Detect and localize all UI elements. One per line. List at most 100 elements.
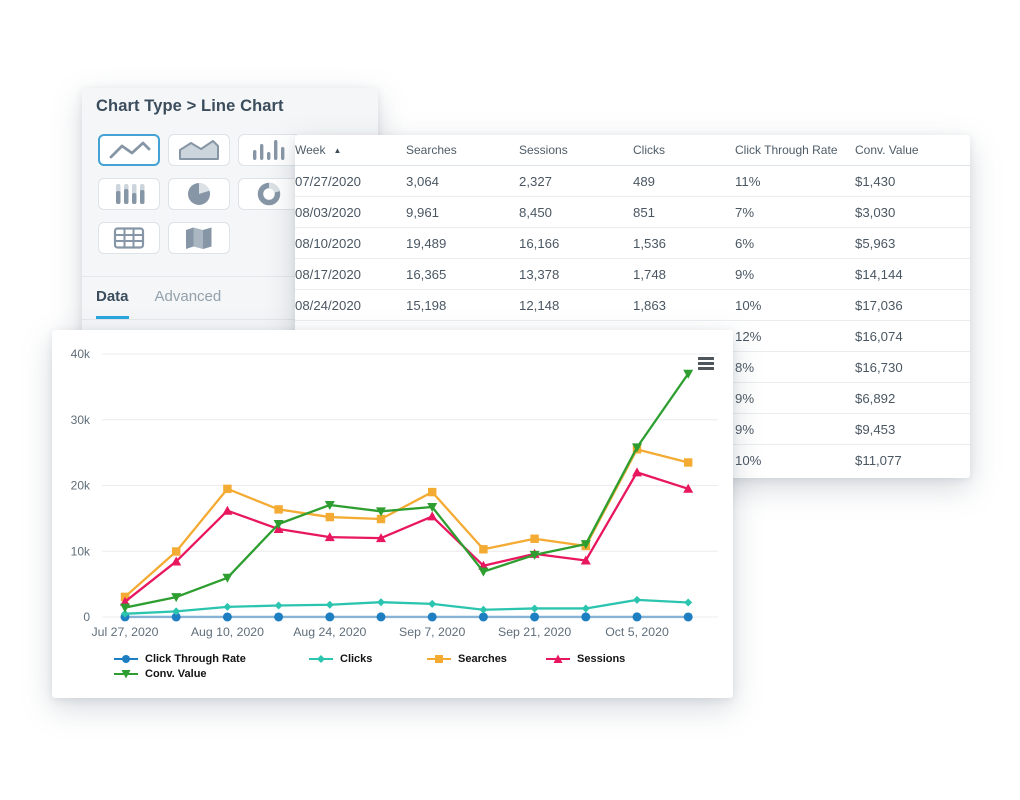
table-cell: 12,148 <box>519 289 633 321</box>
table-chart-button[interactable] <box>98 222 160 254</box>
data-point <box>428 487 437 497</box>
table-cell: 08/10/2020 <box>295 227 406 259</box>
data-point <box>377 598 385 607</box>
column-header-searches[interactable]: Searches <box>406 135 519 166</box>
data-point <box>530 604 539 613</box>
series-line-searches <box>123 448 690 599</box>
stacked-column-chart-icon <box>116 184 145 204</box>
table-row: 08/03/2020 9,961 8,450 851 7% $3,030 <box>295 196 970 228</box>
column-header-conv-value[interactable]: Conv. Value <box>855 135 970 166</box>
hamburger-menu-icon[interactable] <box>698 357 714 373</box>
table-chart-icon <box>113 227 145 249</box>
column-header-click-through-rate[interactable]: Click Through Rate <box>735 135 855 166</box>
table-cell: 851 <box>633 196 735 228</box>
line-chart-button[interactable] <box>98 134 160 166</box>
column-header-week[interactable]: Week ▲ <box>295 135 406 166</box>
table-cell: $17,036 <box>855 289 970 321</box>
legend-label: Conv. Value <box>145 668 207 680</box>
square-marker-icon <box>427 655 451 663</box>
legend-label: Clicks <box>340 653 373 665</box>
table-cell: 08/03/2020 <box>295 196 406 228</box>
y-axis-tick: 30k <box>71 413 91 427</box>
data-point <box>120 603 130 613</box>
legend-item-sessions[interactable]: Sessions <box>545 652 695 666</box>
legend-item-searches[interactable]: Searches <box>426 652 545 666</box>
table-cell: 9% <box>735 258 855 290</box>
area-chart-button[interactable] <box>168 134 230 166</box>
map-chart-icon <box>186 227 212 249</box>
data-point <box>172 547 181 556</box>
data-point <box>376 514 386 524</box>
stacked-column-chart-button[interactable] <box>98 178 160 210</box>
data-point <box>581 604 590 613</box>
series-line-clicks <box>123 598 690 615</box>
data-point <box>530 612 540 622</box>
series-line-sessions <box>123 471 690 603</box>
circle-marker-icon <box>114 655 138 663</box>
triangle-up-marker-icon <box>546 654 570 663</box>
data-point <box>120 596 130 606</box>
diamond-marker-icon <box>309 655 333 663</box>
tab-data[interactable]: Data <box>96 288 129 319</box>
line-chart-panel: 0 10k 20k 30k 40k Jul 27, 2020 Aug 10, 2020 Aug… <box>52 330 733 698</box>
table-cell: 12% <box>735 320 855 352</box>
table-cell: 08/17/2020 <box>295 258 406 290</box>
data-point <box>376 507 386 517</box>
table-cell: 9% <box>735 413 855 445</box>
data-point <box>683 369 694 379</box>
table-cell: $14,144 <box>855 258 970 290</box>
data-point <box>632 443 642 453</box>
table-cell: 10% <box>735 444 855 475</box>
column-header-sessions[interactable]: Sessions <box>519 135 633 166</box>
legend-label: Sessions <box>577 653 626 665</box>
table-cell: 7% <box>735 196 855 228</box>
data-point <box>479 605 488 614</box>
pie-chart-button[interactable] <box>168 178 230 210</box>
pie-chart-icon <box>188 182 210 205</box>
table-row: 08/24/2020 15,198 12,148 1,863 10% $17,036 <box>295 289 970 321</box>
x-axis-tick: Sep 7, 2020 <box>399 625 465 639</box>
data-point <box>324 532 335 542</box>
table-cell: 08/24/2020 <box>295 289 406 321</box>
table-cell: 10% <box>735 289 855 321</box>
map-chart-button[interactable] <box>168 222 230 254</box>
data-point <box>376 533 386 543</box>
data-point <box>274 505 283 514</box>
data-point <box>530 534 539 543</box>
chart-type-title: Chart Type > Line Chart <box>96 97 284 115</box>
data-point <box>427 612 437 622</box>
table-cell: $11,077 <box>855 444 970 475</box>
legend-item-conv-value[interactable]: Conv. Value <box>113 667 273 681</box>
table-cell: 2,327 <box>519 173 553 189</box>
table-cell: $9,453 <box>855 413 970 445</box>
data-point <box>683 612 693 622</box>
series-line-conv-value <box>123 372 690 609</box>
data-point <box>529 550 540 560</box>
data-point <box>121 609 129 618</box>
panel-tabs: Data Advanced <box>82 276 378 320</box>
tab-advanced[interactable]: Advanced <box>154 288 222 305</box>
legend-item-clicks[interactable]: Clicks <box>308 652 426 666</box>
data-point <box>376 612 386 622</box>
data-point <box>171 556 182 566</box>
data-point <box>580 555 591 565</box>
column-chart-button[interactable] <box>238 134 300 166</box>
donut-chart-button[interactable] <box>238 178 300 210</box>
legend-label: Searches <box>458 653 507 665</box>
table-cell: 19,489 <box>406 227 519 259</box>
table-cell: 6% <box>735 227 855 259</box>
table-cell: 1,863 <box>633 289 735 321</box>
data-point <box>172 607 181 616</box>
table-row: 07/27/2020 3,064 2,327 489 11% $1,430 <box>295 166 970 197</box>
data-point <box>683 483 694 493</box>
data-point <box>274 601 283 610</box>
data-point <box>223 602 232 611</box>
chart-type-grid <box>98 134 310 254</box>
table-cell: 489 <box>633 173 656 189</box>
data-point <box>633 595 641 604</box>
legend-item-click-through-rate[interactable]: Click Through Rate <box>113 652 308 666</box>
column-header-clicks[interactable]: Clicks <box>633 135 735 166</box>
table-cell: 16,365 <box>406 258 519 290</box>
data-point <box>478 567 489 577</box>
chart-legend: Click Through Rate Clicks Searches Sessions… <box>113 652 713 681</box>
